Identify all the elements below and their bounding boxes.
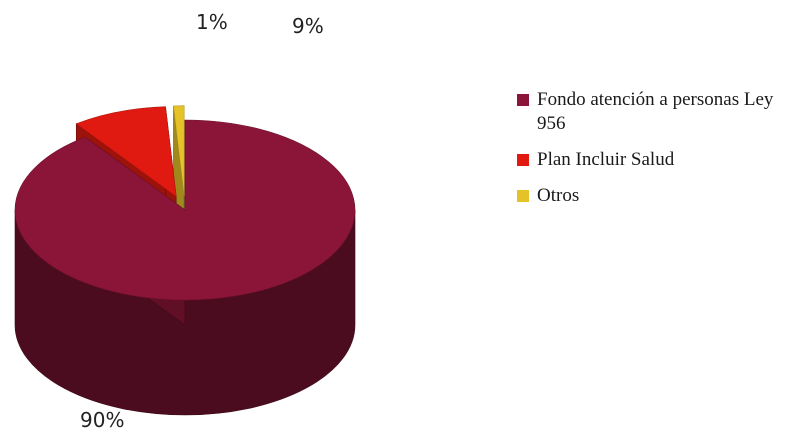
slice-label-plan-incluir: 9% bbox=[292, 14, 324, 38]
legend-swatch-otros bbox=[517, 190, 529, 202]
legend-item-otros: Otros bbox=[517, 184, 797, 208]
chart-legend: Fondo atención a personas Ley 956 Plan I… bbox=[517, 88, 797, 220]
legend-label-plan-incluir: Plan Incluir Salud bbox=[537, 149, 675, 170]
legend-label-otros: Otros bbox=[537, 185, 580, 206]
legend-item-plan-incluir: Plan Incluir Salud bbox=[517, 148, 797, 172]
pie-chart: 90% 9% 1% bbox=[14, 10, 356, 432]
legend-swatch-plan-incluir bbox=[517, 154, 529, 166]
legend-label-fondo: Fondo atención a personas Ley 956 bbox=[537, 89, 774, 134]
slice-label-otros: 1% bbox=[196, 10, 228, 34]
legend-swatch-fondo bbox=[517, 94, 529, 106]
pie-slice-fondo bbox=[14, 119, 356, 416]
slice-label-fondo: 90% bbox=[80, 408, 125, 432]
legend-item-fondo: Fondo atención a personas Ley 956 bbox=[517, 88, 797, 136]
pie-chart-svg bbox=[14, 105, 356, 416]
pie-slice-top-plan-incluir bbox=[75, 106, 177, 198]
pie-slice-top-otros bbox=[173, 105, 185, 196]
pie-slice-top-fondo bbox=[14, 119, 356, 301]
